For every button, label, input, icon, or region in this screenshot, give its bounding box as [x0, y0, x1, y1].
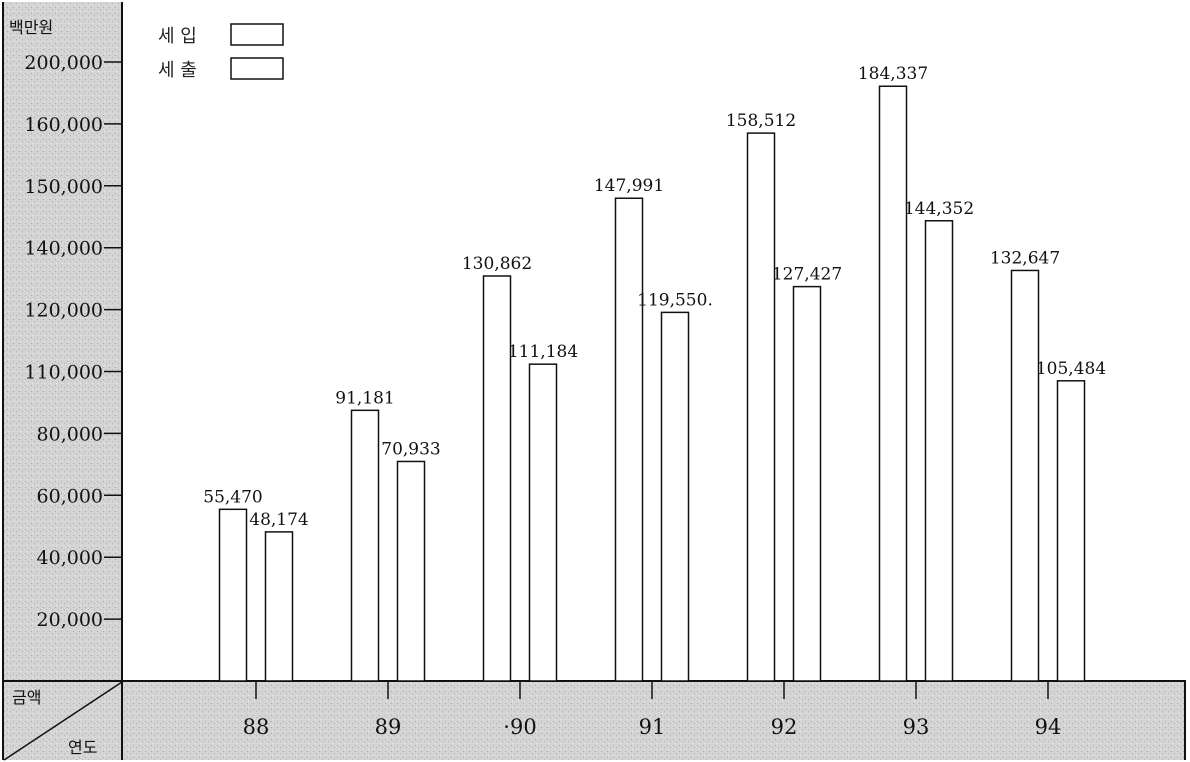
x-category-label: 89: [375, 715, 402, 739]
data-label-revenue-6: 132,647: [990, 248, 1060, 268]
legend-swatch-revenue: [230, 23, 284, 46]
y-axis-panel: [2, 2, 122, 681]
corner-bottom-label: 연도: [68, 738, 97, 757]
data-label-revenue-0: 55,470: [203, 487, 262, 507]
x-category-label: 91: [639, 715, 666, 739]
x-category-label: 88: [243, 715, 270, 739]
bar-revenue-3: [614, 197, 644, 682]
legend: 세 입 세 출: [158, 23, 284, 81]
data-label-expenditure-2: 111,184: [508, 342, 578, 362]
category-panel: [2, 681, 1186, 760]
data-label-expenditure-3: 119,550.: [637, 290, 713, 310]
bar-expenditure-3: [660, 311, 690, 682]
y-tick-label: 140,000: [24, 238, 103, 260]
y-tick-label: 20,000: [37, 609, 103, 631]
bar-revenue-1: [350, 409, 380, 682]
data-label-revenue-4: 158,512: [726, 111, 796, 131]
data-label-expenditure-6: 105,484: [1036, 359, 1106, 379]
data-label-revenue-1: 91,181: [335, 388, 394, 408]
bar-expenditure-0: [264, 531, 294, 682]
y-tick-label: 160,000: [24, 114, 103, 136]
data-label-revenue-5: 184,337: [858, 64, 928, 84]
bar-revenue-6: [1010, 269, 1040, 682]
corner-diagonal: [3, 681, 123, 761]
y-tick-label: 80,000: [37, 423, 103, 445]
y-tick-label: 40,000: [37, 547, 103, 569]
bar-revenue-0: [218, 508, 248, 682]
y-tick-label: 200,000: [24, 52, 103, 74]
data-label-expenditure-0: 48,174: [249, 510, 308, 530]
bar-revenue-4: [746, 132, 776, 682]
y-tick-label: 150,000: [24, 176, 103, 198]
legend-label-revenue: 세 입: [158, 26, 197, 47]
x-category-label: 94: [1035, 715, 1062, 739]
bar-expenditure-4: [792, 285, 822, 682]
bar-expenditure-2: [528, 363, 558, 682]
y-axis-ticks: 200,000 160,000 150,000 140,000 120,000 110,0…: [24, 52, 122, 631]
y-tick-label: 120,000: [24, 300, 103, 322]
y-unit-label: 백만원: [9, 18, 53, 37]
x-category-label: ·90: [503, 715, 536, 739]
x-category-label: 92: [771, 715, 798, 739]
x-axis-categories: 88 89 ·90 91 92 93 94: [243, 681, 1062, 739]
bar-expenditure-1: [396, 460, 426, 682]
legend-label-expenditure: 세 출: [158, 60, 197, 81]
bar-revenue-2: [482, 275, 512, 682]
y-tick-label: 110,000: [24, 362, 103, 384]
bars: 55,470 48,174 91,181 70,933 130,862 111,184 14…: [203, 64, 1106, 682]
data-label-expenditure-1: 70,933: [381, 439, 440, 459]
legend-swatch-expenditure: [230, 57, 284, 80]
data-label-revenue-3: 147,991: [594, 176, 664, 196]
x-category-label: 93: [903, 715, 930, 739]
bar-expenditure-6: [1056, 380, 1086, 682]
bar-expenditure-5: [924, 220, 954, 682]
data-label-expenditure-5: 144,352: [904, 199, 974, 219]
y-tick-label: 60,000: [37, 485, 103, 507]
data-label-expenditure-4: 127,427: [772, 265, 842, 285]
bar-revenue-5: [878, 85, 908, 682]
corner-top-label: 금액: [12, 688, 41, 707]
data-label-revenue-2: 130,862: [462, 254, 532, 274]
